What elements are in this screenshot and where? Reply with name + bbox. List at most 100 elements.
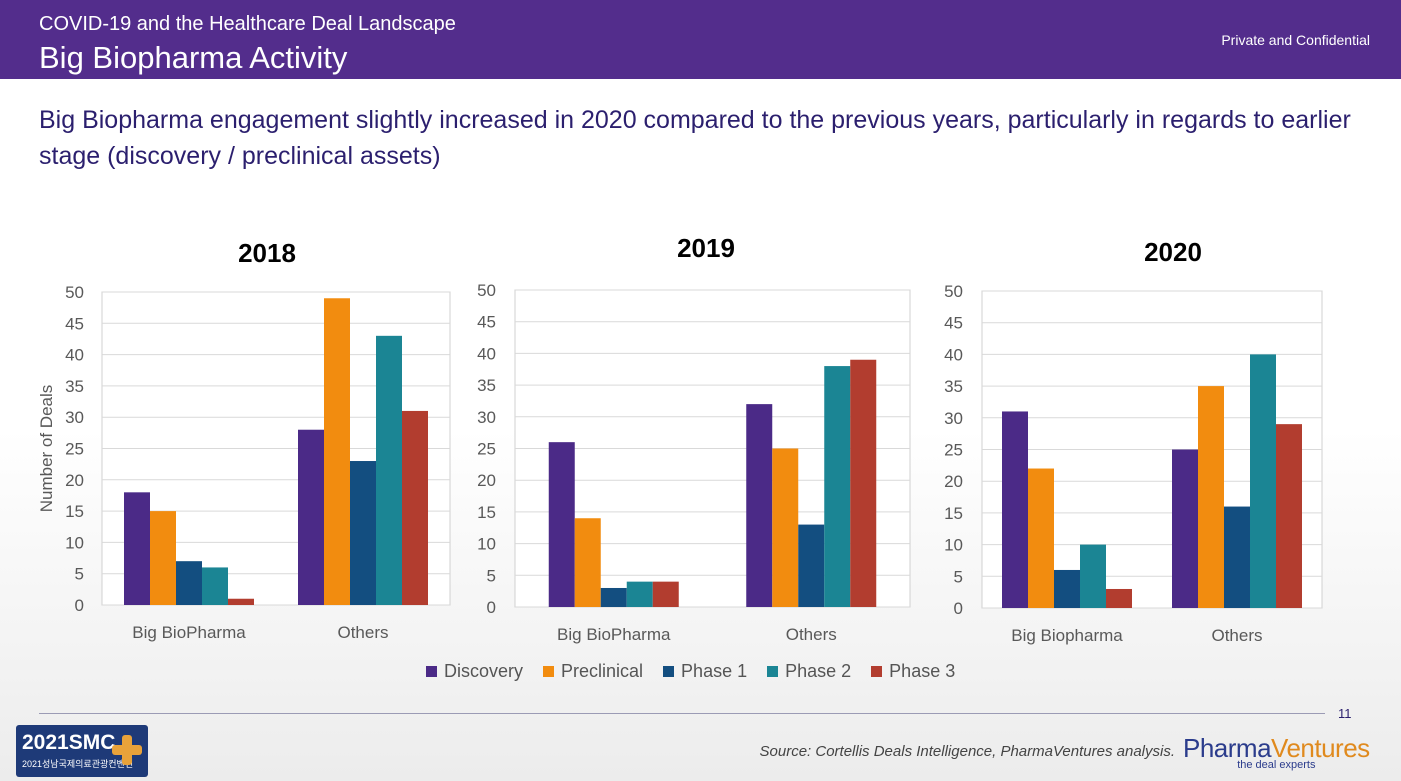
bar-phase3-2019 (850, 359, 877, 607)
legend-swatch-discovery (426, 665, 437, 677)
bar-preclinical-2018 (324, 298, 350, 605)
y-tick-label: 45 (65, 314, 84, 333)
bar-preclinical-2019 (574, 518, 601, 607)
pharmaventures-logo-name: PharmaVentures (1183, 733, 1370, 763)
legend-item-phase2: Phase 2 (767, 661, 851, 682)
y-tick-label: 5 (75, 565, 84, 584)
y-tick-label: 20 (477, 471, 496, 490)
legend-item-phase3: Phase 3 (871, 661, 955, 682)
bar-preclinical-2020 (1198, 386, 1224, 608)
bar-discovery-2020 (1172, 449, 1198, 608)
header-bar: COVID-19 and the Healthcare Deal Landsca… (0, 0, 1401, 79)
bar-phase2-2020 (1080, 544, 1106, 608)
bar-phase3-2020 (1276, 424, 1302, 608)
bar-preclinical-2020 (1028, 468, 1054, 608)
legend-label-phase3: Phase 3 (889, 660, 956, 681)
x-category-label: Big BioPharma (557, 625, 671, 644)
bar-phase3-2018 (402, 410, 428, 605)
bar-phase2-2019 (626, 581, 653, 607)
bar-phase2-2019 (824, 366, 851, 607)
y-tick-label: 0 (487, 598, 496, 617)
legend-swatch-phase2 (767, 665, 779, 677)
legend-swatch-preclinical (543, 665, 555, 677)
bar-discovery-2020 (1002, 411, 1028, 608)
y-tick-label: 25 (944, 441, 963, 460)
bar-phase3-2018 (228, 598, 254, 605)
medical-cross-icon (112, 735, 142, 765)
y-tick-label: 40 (944, 345, 963, 364)
bar-discovery-2019 (548, 442, 575, 607)
y-tick-label: 5 (954, 567, 963, 586)
x-category-label: Others (337, 623, 388, 642)
y-tick-label: 10 (944, 536, 963, 555)
y-tick-label: 10 (477, 535, 496, 554)
bar-phase1-2018 (350, 461, 376, 605)
bar-phase1-2018 (176, 561, 202, 605)
y-tick-label: 15 (477, 503, 496, 522)
y-tick-label: 0 (954, 599, 963, 618)
x-category-label: Big BioPharma (132, 623, 246, 642)
chart-title-2018: 2018 (238, 238, 296, 268)
legend-item-phase1: Phase 1 (663, 661, 747, 682)
legend-label-preclinical: Preclinical (561, 660, 644, 681)
y-tick-label: 10 (65, 533, 84, 552)
pharmaventures-logo-tagline: the deal experts (1237, 759, 1316, 771)
bar-discovery-2019 (746, 404, 773, 607)
y-tick-label: 15 (944, 504, 963, 523)
y-tick-label: 35 (65, 377, 84, 396)
bar-phase2-2018 (376, 335, 402, 605)
slide-title: Big Biopharma Activity (39, 40, 348, 75)
legend-item-discovery: Discovery (426, 661, 523, 682)
y-tick-label: 50 (65, 283, 84, 302)
source-note: Source: Cortellis Deals Intelligence, Ph… (759, 743, 1175, 760)
chart-title-2019: 2019 (677, 233, 735, 263)
bar-discovery-2018 (298, 429, 324, 605)
bar-phase1-2020 (1224, 506, 1250, 608)
confidential-label: Private and Confidential (1221, 32, 1370, 48)
legend-swatch-phase1 (663, 665, 675, 677)
y-tick-label: 0 (75, 596, 84, 615)
legend-label-phase2: Phase 2 (785, 660, 852, 681)
y-tick-label: 30 (477, 408, 496, 427)
legend-swatch-phase3 (871, 665, 883, 677)
y-tick-label: 30 (65, 408, 84, 427)
legend-label-discovery: Discovery (444, 660, 524, 681)
y-tick-label: 25 (477, 440, 496, 459)
smc-logo-text: 2021SMC (22, 731, 116, 754)
bar-phase1-2020 (1054, 569, 1080, 608)
y-tick-label: 35 (944, 377, 963, 396)
smc-logo-subtext: 2021성남국제의료관광컨벤션 (22, 759, 134, 769)
bar-preclinical-2018 (150, 511, 176, 605)
y-tick-label: 40 (65, 346, 84, 365)
y-tick-label: 30 (944, 409, 963, 428)
bar-phase2-2020 (1250, 354, 1276, 608)
legend-item-preclinical: Preclinical (543, 661, 643, 682)
bar-phase3-2020 (1106, 588, 1132, 608)
y-tick-label: 5 (487, 566, 496, 585)
chart-title-2020: 2020 (1144, 237, 1202, 267)
headline-text: Big Biopharma engagement slightly increa… (39, 106, 1351, 170)
x-category-label: Others (1211, 626, 1262, 645)
bar-phase1-2019 (600, 587, 627, 607)
bar-phase1-2019 (798, 524, 825, 607)
legend-label-phase1: Phase 1 (681, 660, 748, 681)
y-tick-label: 25 (65, 440, 84, 459)
bar-discovery-2018 (124, 492, 150, 605)
footer-divider (39, 713, 1325, 714)
y-tick-label: 40 (477, 344, 496, 363)
smc-logo: 2021SMC 2021성남국제의료관광컨벤션 (16, 725, 148, 777)
page-number: 11 (1338, 706, 1352, 721)
y-tick-label: 15 (65, 502, 84, 521)
y-tick-label: 20 (944, 472, 963, 491)
x-category-label: Big Biopharma (1011, 626, 1123, 645)
y-tick-label: 20 (65, 471, 84, 490)
x-category-label: Others (786, 625, 837, 644)
bar-phase2-2018 (202, 567, 228, 605)
pharmaventures-logo: PharmaVentures the deal experts (1183, 734, 1370, 771)
y-tick-label: 50 (944, 282, 963, 301)
bar-phase3-2019 (652, 581, 679, 607)
y-tick-label: 45 (477, 313, 496, 332)
bar-preclinical-2019 (772, 448, 799, 607)
y-tick-label: 50 (477, 281, 496, 300)
